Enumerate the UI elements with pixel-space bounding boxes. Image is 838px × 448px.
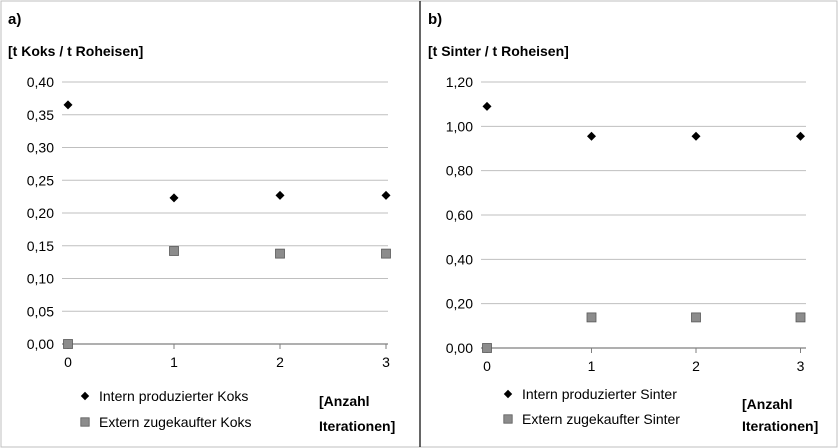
panel-a-ylabel: [t Koks / t Roheisen] (8, 43, 143, 59)
panel-b: b) [t Sinter / t Roheisen] [Anzahl Itera… (428, 11, 818, 434)
x-tick-label: 2 (276, 354, 284, 370)
legend-entry-label: Extern zugekaufter Sinter (522, 411, 680, 427)
data-point-diamond (381, 190, 391, 200)
panel-a: a) [t Koks / t Roheisen] [Anzahl Iterati… (8, 11, 395, 434)
data-point-square (63, 339, 73, 349)
y-tick-label: 0,35 (27, 107, 54, 123)
data-point-square (275, 248, 285, 259)
legend-square-icon (503, 414, 513, 424)
y-tick-label: 1,00 (446, 118, 473, 134)
y-tick-label: 0,20 (446, 296, 473, 312)
data-point-diamond (587, 131, 596, 141)
data-point-square (482, 343, 492, 353)
panel-b-xlabel-line2: Iterationen] (742, 418, 818, 434)
x-tick-label: 1 (588, 358, 596, 374)
x-tick-label: 1 (170, 354, 178, 370)
data-point-diamond (169, 193, 179, 203)
data-point-diamond (482, 101, 492, 111)
x-tick-label: 0 (64, 354, 72, 370)
panel-a-xlabel-line1: [Anzahl (319, 393, 370, 409)
y-tick-label: 0,40 (446, 251, 473, 267)
panel-b-label: b) (428, 11, 442, 28)
panel-b-ylabel: [t Sinter / t Roheisen] (428, 43, 569, 59)
legend-entry-label: Intern produzierter Sinter (522, 386, 677, 402)
data-point-diamond (275, 190, 285, 200)
y-tick-label: 0,15 (27, 238, 54, 254)
panel-a-label: a) (8, 11, 21, 28)
data-point-diamond (796, 131, 805, 141)
y-tick-label: 0,00 (27, 336, 54, 352)
panel-b-xlabel-line1: [Anzahl (742, 396, 793, 412)
data-point-square (381, 248, 391, 259)
y-tick-label: 1,20 (446, 74, 473, 90)
panel-a-xlabel-line2: Iterationen] (319, 418, 395, 434)
y-tick-label: 0,20 (27, 205, 54, 221)
legend-entry-label: Extern zugekaufter Koks (99, 414, 252, 430)
y-tick-label: 0,40 (27, 74, 54, 90)
x-tick-label: 3 (797, 358, 805, 374)
y-tick-label: 0,80 (446, 163, 473, 179)
y-tick-label: 0,25 (27, 172, 54, 188)
y-tick-label: 0,30 (27, 140, 54, 156)
x-tick-label: 2 (692, 358, 700, 374)
data-point-square (691, 312, 701, 323)
y-tick-label: 0,10 (27, 271, 54, 287)
legend-diamond-icon (80, 391, 90, 401)
y-tick-label: 0,60 (446, 207, 473, 223)
y-tick-label: 0,00 (446, 340, 473, 356)
data-point-diamond (63, 100, 73, 110)
data-point-square (169, 246, 179, 256)
data-point-diamond (691, 131, 701, 141)
x-tick-label: 0 (483, 358, 491, 374)
legend-diamond-icon (503, 389, 513, 399)
legend-square-icon (80, 417, 90, 427)
legend-entry-label: Intern produzierter Koks (99, 388, 248, 404)
data-point-square (795, 312, 806, 323)
x-tick-label: 3 (382, 354, 390, 370)
data-point-square (586, 312, 597, 323)
y-tick-label: 0,05 (27, 303, 54, 319)
